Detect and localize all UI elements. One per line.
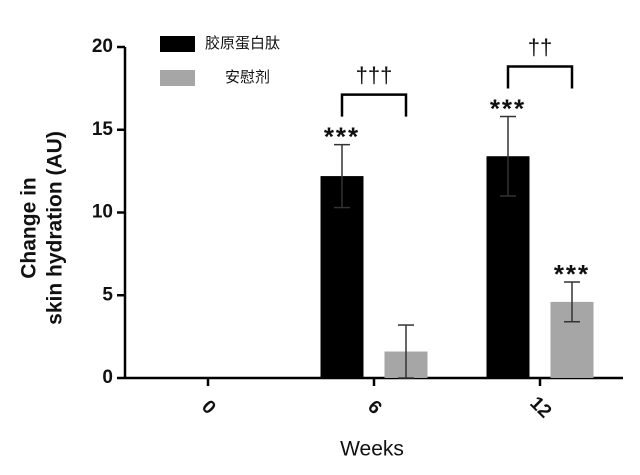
y-axis-title: Change in skin hydration (AU) bbox=[18, 131, 67, 325]
significance-label: *** bbox=[490, 93, 526, 123]
legend-label: 安慰剂 bbox=[225, 68, 270, 86]
y-tick-label: 20 bbox=[92, 36, 113, 57]
error-bar bbox=[398, 324, 414, 379]
x-tick-label: 6 bbox=[363, 396, 385, 418]
comparison-bracket bbox=[506, 65, 574, 89]
x-axis-title: Weeks bbox=[340, 438, 404, 461]
comparison-label: †† bbox=[528, 34, 552, 59]
y-tick-label: 5 bbox=[102, 284, 113, 305]
error-bar bbox=[334, 143, 350, 209]
x-tick-label: 12 bbox=[525, 393, 555, 423]
legend-label: 胶原蛋白肽 bbox=[205, 35, 280, 52]
error-bar bbox=[564, 281, 580, 323]
bar bbox=[320, 176, 364, 378]
significance-label: *** bbox=[554, 259, 590, 289]
error-bar bbox=[500, 115, 516, 197]
y-tick-label: 10 bbox=[92, 202, 113, 223]
comparison-bracket bbox=[340, 93, 408, 117]
significance-label: *** bbox=[324, 122, 360, 152]
x-tick-label: 0 bbox=[197, 396, 219, 418]
y-tick-label: 0 bbox=[102, 367, 113, 388]
y-axis-title-line: skin hydration (AU) bbox=[44, 131, 67, 325]
comparison-label: ††† bbox=[356, 62, 393, 87]
y-tick-label: 15 bbox=[92, 119, 114, 140]
y-axis-title-line: Change in bbox=[18, 177, 41, 279]
legend-swatch bbox=[160, 36, 195, 52]
legend-swatch bbox=[160, 70, 195, 86]
